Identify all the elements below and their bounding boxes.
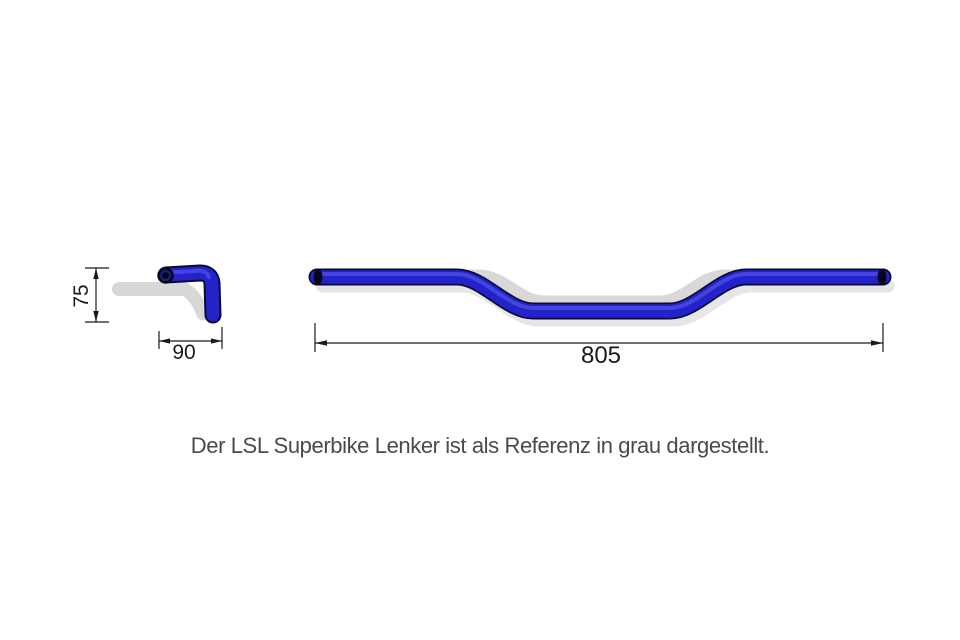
tube-end-circle-hole (162, 272, 169, 279)
dim-805-label: 805 (581, 342, 621, 369)
handlebar-front-highlight (318, 272, 882, 310)
dimension-90: 90 (158, 327, 223, 364)
dim-90-arrow-left (159, 338, 170, 344)
dim-805-arrow-left (315, 340, 327, 346)
handlebar-front-body (310, 270, 890, 318)
tube-end-cap-right (877, 269, 887, 285)
tube-end-cap-left (313, 269, 323, 285)
dimension-75: 75 (70, 267, 109, 323)
reference-bar-side-bend (165, 278, 210, 321)
side-view (112, 264, 222, 324)
dim-75-arrow-down (93, 311, 99, 322)
dimension-805: 805 (314, 323, 884, 369)
handlebar-side-highlight (166, 268, 211, 279)
dim-90-label: 90 (172, 341, 195, 364)
dim-805-arrow-right (871, 340, 883, 346)
dim-90-arrow-right (211, 338, 222, 344)
caption-text: Der LSL Superbike Lenker ist als Referen… (190, 433, 770, 458)
dim-75-arrow-up (93, 268, 99, 279)
front-view (308, 268, 895, 327)
dim-75-label: 75 (70, 284, 93, 307)
